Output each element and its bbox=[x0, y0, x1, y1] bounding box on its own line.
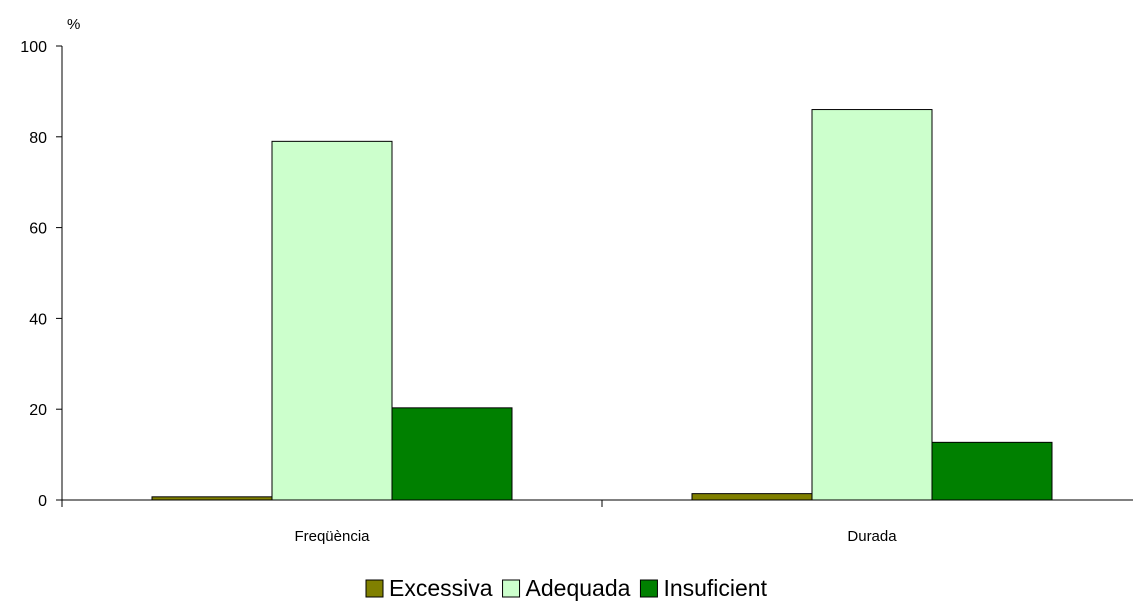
x-category-label: Freqüència bbox=[294, 528, 370, 545]
y-tick-label: 80 bbox=[29, 130, 47, 147]
bar-excessiva-1 bbox=[151, 496, 273, 501]
legend-swatch-excessiva bbox=[365, 579, 384, 598]
bar-excessiva-2 bbox=[691, 493, 813, 501]
bar-insuficient-2 bbox=[931, 441, 1053, 501]
legend-label-excessiva: Excessiva bbox=[389, 575, 493, 601]
legend-swatch-adequada bbox=[502, 579, 521, 598]
y-tick-label: 40 bbox=[29, 311, 47, 328]
y-tick-label: 60 bbox=[29, 221, 47, 238]
y-tick-label: 100 bbox=[20, 39, 47, 56]
y-tick-label: 0 bbox=[38, 493, 47, 510]
legend: Excessiva Adequada Insuficient bbox=[365, 575, 768, 601]
x-category-label: Durada bbox=[847, 528, 897, 545]
legend-label-adequada: Adequada bbox=[526, 575, 631, 601]
bar-adequada-1 bbox=[271, 140, 393, 501]
bar-adequada-2 bbox=[811, 109, 933, 501]
y-tick-label: 20 bbox=[29, 402, 47, 419]
bar-insuficient-1 bbox=[391, 407, 513, 501]
ticks: 0 20 40 60 80 100 Freqüència Durada bbox=[20, 39, 897, 545]
bars bbox=[151, 109, 1053, 501]
y-axis-unit-label: % bbox=[67, 16, 80, 33]
axes: % bbox=[61, 16, 1133, 501]
legend-swatch-insuficient bbox=[639, 579, 658, 598]
legend-label-insuficient: Insuficient bbox=[663, 575, 767, 601]
